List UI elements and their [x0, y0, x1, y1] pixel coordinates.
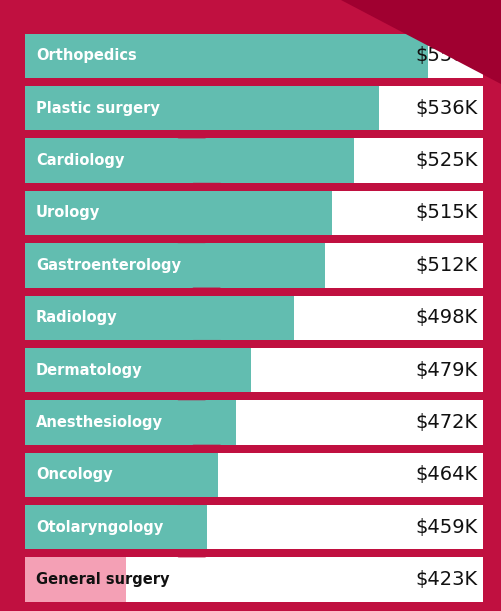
Text: $536K: $536K	[415, 99, 477, 118]
Text: Dermatology: Dermatology	[36, 362, 143, 378]
Bar	[25, 505, 483, 549]
Bar	[25, 348, 483, 392]
Polygon shape	[178, 445, 221, 453]
Polygon shape	[178, 78, 221, 86]
Bar	[25, 296, 483, 340]
Text: Anesthesiology: Anesthesiology	[36, 415, 163, 430]
Bar	[25, 191, 483, 235]
Text: Otolaryngology: Otolaryngology	[36, 520, 163, 535]
Bar	[25, 34, 483, 78]
Bar	[25, 86, 379, 130]
Text: $512K: $512K	[415, 256, 477, 275]
Bar	[25, 400, 235, 445]
Bar	[25, 86, 483, 130]
Text: Cardiology: Cardiology	[36, 153, 124, 168]
Bar	[25, 243, 325, 288]
Bar	[25, 557, 483, 602]
Bar	[25, 191, 332, 235]
Polygon shape	[178, 497, 221, 505]
Bar	[25, 348, 252, 392]
Bar	[25, 138, 483, 183]
Bar	[25, 34, 428, 78]
Text: Urology: Urology	[36, 205, 100, 221]
Polygon shape	[178, 288, 221, 296]
Polygon shape	[178, 340, 221, 348]
Text: General surgery: General surgery	[36, 572, 169, 587]
Text: Radiology: Radiology	[36, 310, 118, 325]
Text: $525K: $525K	[415, 151, 477, 170]
Text: $479K: $479K	[415, 360, 477, 379]
Bar	[25, 400, 483, 445]
Text: Orthopedics: Orthopedics	[36, 48, 137, 64]
Text: $558K: $558K	[415, 46, 477, 65]
Text: $515K: $515K	[415, 203, 477, 222]
Polygon shape	[178, 235, 221, 243]
Text: $472K: $472K	[415, 413, 477, 432]
Text: $464K: $464K	[415, 466, 477, 485]
Bar	[25, 453, 218, 497]
Text: Oncology: Oncology	[36, 467, 113, 482]
Bar	[25, 296, 294, 340]
Text: Plastic surgery: Plastic surgery	[36, 101, 160, 115]
Text: $423K: $423K	[415, 570, 477, 589]
Polygon shape	[178, 183, 221, 191]
Text: $498K: $498K	[415, 308, 477, 327]
Bar	[25, 138, 355, 183]
Text: $459K: $459K	[415, 518, 477, 536]
Polygon shape	[341, 0, 501, 84]
Bar	[25, 505, 206, 549]
Text: Gastroenterology: Gastroenterology	[36, 258, 181, 273]
Bar	[25, 243, 483, 288]
Polygon shape	[178, 392, 221, 400]
Polygon shape	[178, 549, 221, 557]
Bar	[25, 557, 126, 602]
Bar	[25, 453, 483, 497]
Polygon shape	[178, 130, 221, 138]
